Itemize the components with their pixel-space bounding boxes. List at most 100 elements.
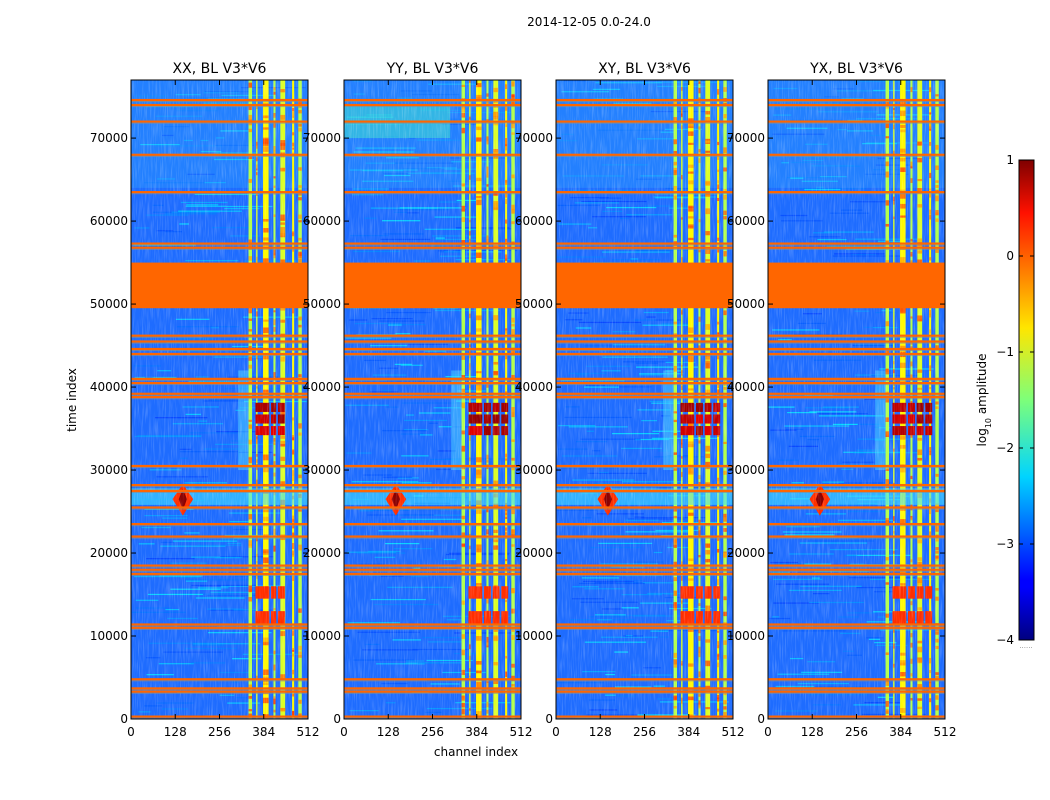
panel-0: 0 128 256 384 512 0 10000 20000 30000 40000 50000 6… xyxy=(90,61,320,739)
flagged-row-edge xyxy=(556,467,733,469)
flagged-row-edge xyxy=(768,486,945,488)
y-tick-label: 0 xyxy=(120,712,128,726)
flagged-row-edge xyxy=(131,155,308,157)
flagged-row xyxy=(556,396,733,399)
flagged-row xyxy=(556,246,733,249)
x-tick-label: 256 xyxy=(845,725,868,739)
y-tick-label: 60000 xyxy=(90,214,128,228)
y-tick-label: 20000 xyxy=(303,546,341,560)
flagged-row-edge xyxy=(768,689,945,691)
y-tick-label: 30000 xyxy=(727,463,765,477)
x-tick-label: 512 xyxy=(722,725,745,739)
flagged-row-edge xyxy=(131,508,308,510)
flagged-row-edge xyxy=(131,122,308,124)
heatmap-body xyxy=(556,80,733,719)
flagged-row-edge xyxy=(556,101,733,103)
flagged-row xyxy=(131,381,308,385)
flagged-row-edge xyxy=(344,566,521,568)
flagged-row-edge xyxy=(556,491,733,493)
flagged-row-edge xyxy=(131,193,308,195)
panel-2: 0 128 256 384 512 0 10000 20000 30000 40000 50000 6… xyxy=(515,61,745,739)
flagged-row xyxy=(131,522,308,526)
flagged-row xyxy=(131,377,308,380)
flagged-row xyxy=(344,522,521,526)
figure-suptitle: 2014-12-05 0.0-24.0 xyxy=(527,15,651,29)
flagged-row-edge xyxy=(768,106,945,108)
flagged-row-edge xyxy=(768,537,945,539)
flagged-row xyxy=(556,483,733,487)
x-tick-label: 384 xyxy=(252,725,275,739)
flagged-row-edge xyxy=(768,467,945,469)
flagged-row-edge xyxy=(556,628,733,630)
heatmap-body xyxy=(131,80,308,719)
flagged-row xyxy=(344,347,521,351)
flagged-row xyxy=(556,392,733,395)
flagged-row-edge xyxy=(131,355,308,357)
flagged-row xyxy=(768,623,945,626)
flagged-row xyxy=(131,191,308,194)
flagged-row-edge xyxy=(131,106,308,108)
flagged-row-edge xyxy=(344,379,521,381)
flagged-row xyxy=(768,564,945,567)
flagged-row xyxy=(556,347,733,351)
flagged-row xyxy=(344,242,521,245)
flagged-row xyxy=(344,483,521,487)
flagged-row xyxy=(344,381,521,385)
colorbar-label-log: log xyxy=(975,428,989,446)
flagged-row-edge xyxy=(556,193,733,195)
colorbar-tick-label: −2 xyxy=(996,441,1014,455)
y-tick-label: 70000 xyxy=(303,131,341,145)
noise-overlay xyxy=(344,80,521,719)
flagged-row-edge xyxy=(344,625,521,627)
flagged-row xyxy=(768,396,945,399)
flagged-row xyxy=(556,381,733,385)
flagged-row xyxy=(344,377,521,380)
flagged-row xyxy=(556,242,733,245)
flagged-row-edge xyxy=(768,525,945,527)
flagged-row xyxy=(768,489,945,492)
flagged-row-edge xyxy=(768,628,945,630)
flagged-row-edge xyxy=(768,508,945,510)
flagged-row-edge xyxy=(131,537,308,539)
y-tick-label: 70000 xyxy=(90,131,128,145)
flagged-row-edge xyxy=(344,384,521,386)
flagged-row-edge xyxy=(344,628,521,630)
rfi-speck xyxy=(910,718,913,719)
flagged-row xyxy=(768,626,945,629)
flagged-row-edge xyxy=(131,491,308,493)
flagged-row xyxy=(131,334,308,337)
x-tick-label: 512 xyxy=(934,725,957,739)
colorbar-tick-label: −3 xyxy=(996,537,1014,551)
flagged-row-edge xyxy=(768,384,945,386)
flagged-row xyxy=(131,572,308,575)
heatmap-body xyxy=(768,80,945,719)
y-tick-label: 10000 xyxy=(727,629,765,643)
flagged-row xyxy=(768,392,945,395)
flagged-row-edge xyxy=(344,155,521,157)
panel-title: YX, BL V3*V6 xyxy=(809,61,903,77)
y-tick-label: 60000 xyxy=(515,214,553,228)
y-tick-label: 30000 xyxy=(303,463,341,477)
flagged-row xyxy=(344,464,521,468)
y-tick-label: 40000 xyxy=(515,380,553,394)
flagged-row xyxy=(556,690,733,693)
flagged-row-edge xyxy=(556,384,733,386)
x-tick-label: 0 xyxy=(552,725,560,739)
y-tick-label: 70000 xyxy=(515,131,553,145)
flagged-row xyxy=(344,568,521,571)
flagged-block xyxy=(131,262,308,309)
flagged-row-edge xyxy=(344,248,521,250)
flagged-row xyxy=(768,103,945,107)
flagged-row-edge xyxy=(556,574,733,576)
y-tick-label: 0 xyxy=(545,712,553,726)
y-tick-label: 20000 xyxy=(515,546,553,560)
x-tick-label: 384 xyxy=(889,725,912,739)
flagged-row-edge xyxy=(768,491,945,493)
flagged-row xyxy=(344,334,521,337)
colorbar-label-sub: 10 xyxy=(984,418,993,428)
flagged-row-edge xyxy=(556,342,733,344)
flagged-row xyxy=(131,396,308,399)
flagged-row-edge xyxy=(344,467,521,469)
flagged-row xyxy=(556,678,733,681)
flagged-row-edge xyxy=(556,350,733,352)
